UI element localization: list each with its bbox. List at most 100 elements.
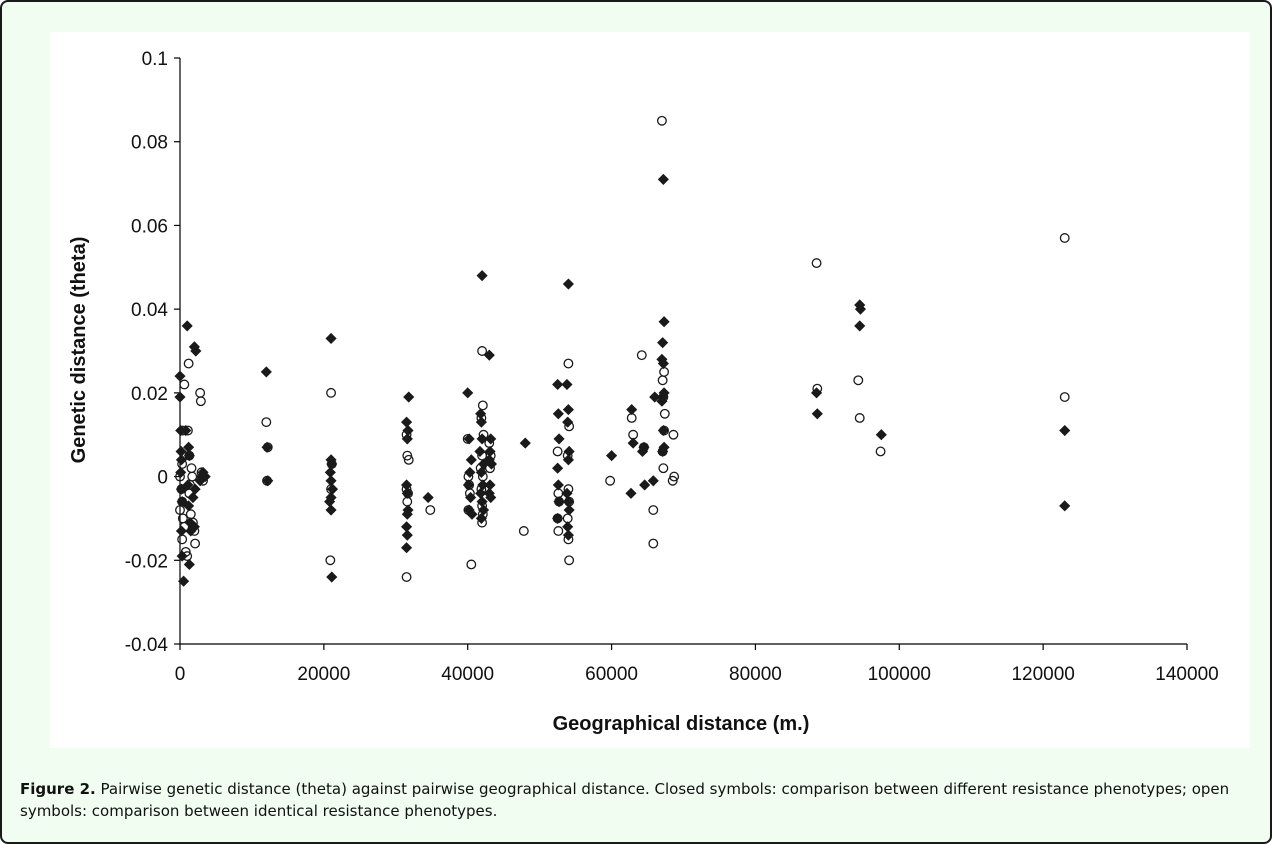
data-point-open bbox=[401, 429, 412, 440]
data-point-open bbox=[518, 526, 529, 536]
data-point-open bbox=[1059, 392, 1070, 402]
data-point-open bbox=[853, 375, 864, 386]
data-point-closed bbox=[626, 404, 638, 416]
data-point-closed bbox=[552, 479, 564, 491]
x-axis-label: Geographical distance (m.) bbox=[553, 713, 810, 735]
y-tick-label: 0 bbox=[157, 468, 168, 489]
data-point-open bbox=[182, 551, 193, 562]
data-point-open bbox=[563, 358, 574, 369]
data-point-closed bbox=[854, 303, 867, 315]
data-point-open bbox=[1059, 233, 1070, 243]
data-point-open bbox=[187, 471, 198, 482]
data-point-closed bbox=[178, 575, 190, 587]
data-point-open bbox=[657, 446, 668, 457]
data-point-closed bbox=[465, 454, 477, 466]
data-point-closed bbox=[325, 504, 337, 516]
data-point-open bbox=[636, 350, 647, 361]
data-point-open bbox=[477, 471, 488, 482]
data-point-open bbox=[476, 484, 487, 495]
data-point-closed bbox=[176, 550, 188, 562]
data-point-open bbox=[175, 471, 185, 482]
data-point-open bbox=[659, 408, 670, 419]
data-point-closed bbox=[325, 332, 337, 345]
data-point-open bbox=[402, 450, 413, 461]
data-point-closed bbox=[485, 491, 497, 504]
data-point-open bbox=[402, 496, 413, 507]
data-point-closed bbox=[562, 278, 574, 290]
data-point-open bbox=[554, 496, 565, 507]
data-point-open bbox=[462, 433, 473, 444]
data-point-closed bbox=[563, 504, 575, 516]
y-tick-label: 0.06 bbox=[131, 216, 168, 237]
data-point-open bbox=[195, 396, 206, 407]
data-point-open bbox=[186, 463, 197, 474]
data-point-closed bbox=[553, 496, 565, 508]
data-point-open bbox=[854, 413, 865, 423]
data-point-open bbox=[484, 438, 495, 449]
data-point-closed bbox=[175, 483, 188, 495]
y-tick-label: -0.02 bbox=[125, 551, 168, 572]
data-point-open bbox=[648, 505, 659, 516]
data-point-open bbox=[552, 513, 563, 524]
data-point-closed bbox=[189, 483, 201, 495]
data-point-open bbox=[326, 484, 337, 495]
data-point-open bbox=[562, 450, 573, 461]
data-point-open bbox=[425, 505, 436, 516]
y-axis-label: Genetic distance (theta) bbox=[68, 237, 90, 464]
data-point-open bbox=[658, 463, 669, 474]
data-point-open bbox=[562, 513, 573, 524]
data-point-closed bbox=[422, 491, 434, 504]
data-point-closed bbox=[187, 491, 199, 504]
data-point-open bbox=[553, 526, 564, 536]
data-point-open bbox=[811, 258, 822, 269]
data-point-closed bbox=[403, 391, 415, 403]
x-tick-label: 60000 bbox=[585, 664, 638, 685]
data-point-closed bbox=[553, 433, 565, 445]
data-point-open bbox=[659, 366, 670, 377]
data-point-closed bbox=[180, 424, 192, 437]
data-point-closed bbox=[183, 558, 195, 571]
figure-caption: Figure 2. Pairwise genetic distance (the… bbox=[20, 778, 1256, 822]
data-point-closed bbox=[519, 437, 531, 449]
data-point-closed bbox=[606, 450, 618, 462]
data-point-open bbox=[184, 488, 195, 499]
data-point-open bbox=[875, 446, 886, 457]
data-point-open bbox=[182, 425, 193, 436]
data-point-open bbox=[669, 471, 680, 482]
caption-text: Pairwise genetic distance (theta) agains… bbox=[20, 780, 1230, 820]
data-point-open bbox=[401, 572, 412, 582]
data-point-open bbox=[812, 383, 823, 394]
data-point-open bbox=[668, 429, 679, 440]
data-point-open bbox=[564, 496, 575, 507]
data-point-closed bbox=[466, 508, 478, 520]
data-point-open bbox=[403, 454, 414, 465]
data-point-open bbox=[564, 421, 575, 432]
data-point-closed bbox=[649, 391, 661, 403]
data-point-closed bbox=[260, 366, 272, 378]
x-tick-label: 120000 bbox=[1011, 664, 1074, 685]
data-point-open bbox=[176, 484, 187, 495]
data-point-closed bbox=[639, 479, 651, 491]
data-point-open bbox=[477, 517, 488, 528]
data-point-closed bbox=[875, 429, 887, 441]
data-point-open bbox=[659, 425, 670, 436]
data-point-closed bbox=[175, 525, 188, 537]
data-point-open bbox=[667, 475, 678, 486]
y-tick-label: 0.08 bbox=[131, 133, 168, 154]
data-point-closed bbox=[854, 320, 866, 332]
data-point-open bbox=[177, 534, 188, 545]
y-tick-label: 0.02 bbox=[131, 384, 168, 405]
data-point-open bbox=[175, 505, 185, 516]
data-point-open bbox=[179, 521, 190, 532]
data-points bbox=[174, 115, 1071, 587]
figure-label: Figure 2. bbox=[20, 780, 96, 798]
data-point-closed bbox=[1059, 500, 1071, 512]
y-tick-label: 0.1 bbox=[142, 49, 168, 70]
data-point-closed bbox=[174, 391, 186, 403]
data-point-open bbox=[476, 413, 487, 423]
data-point-open bbox=[184, 450, 195, 461]
x-tick-label: 40000 bbox=[441, 664, 494, 685]
data-point-closed bbox=[324, 466, 336, 478]
data-point-closed bbox=[183, 450, 195, 462]
